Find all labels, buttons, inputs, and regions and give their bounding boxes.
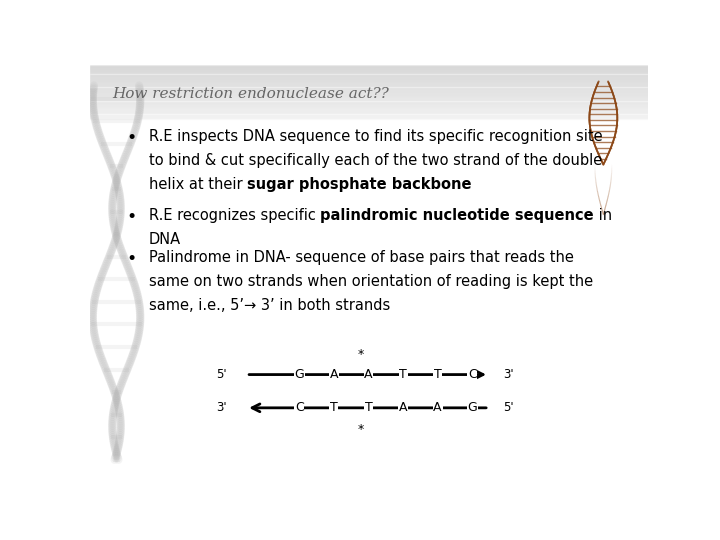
- Text: R.E inspects DNA sequence to find its specific recognition site: R.E inspects DNA sequence to find its sp…: [148, 129, 602, 144]
- Bar: [90, 66, 648, 67]
- Bar: [90, 95, 648, 96]
- Bar: [90, 107, 648, 108]
- Bar: [90, 111, 648, 112]
- Bar: [90, 106, 648, 107]
- Text: Palindrome in DNA- sequence of base pairs that reads the: Palindrome in DNA- sequence of base pair…: [148, 250, 573, 265]
- Bar: [90, 86, 648, 87]
- Bar: [90, 87, 648, 89]
- Bar: [90, 91, 648, 92]
- Bar: [90, 96, 648, 97]
- Bar: [90, 81, 648, 82]
- Bar: [90, 80, 648, 81]
- Bar: [90, 117, 648, 118]
- Text: DNA: DNA: [148, 232, 181, 247]
- Bar: [90, 92, 648, 93]
- Bar: [90, 78, 648, 79]
- Text: sugar phosphate backbone: sugar phosphate backbone: [247, 178, 472, 192]
- Text: A: A: [433, 401, 442, 414]
- Text: How restriction endonuclease act??: How restriction endonuclease act??: [112, 87, 389, 101]
- Text: •: •: [126, 250, 137, 268]
- Bar: [90, 83, 648, 84]
- Bar: [90, 68, 648, 69]
- Bar: [90, 79, 648, 80]
- Text: C: C: [468, 368, 477, 381]
- Text: to bind & cut specifically each of the two strand of the double: to bind & cut specifically each of the t…: [148, 153, 602, 168]
- Bar: [90, 102, 648, 103]
- Bar: [90, 70, 648, 71]
- Text: 5': 5': [503, 401, 513, 414]
- Text: G: G: [467, 401, 477, 414]
- Text: 3': 3': [216, 401, 227, 414]
- Bar: [90, 85, 648, 86]
- Bar: [90, 84, 648, 85]
- Text: 5': 5': [216, 368, 227, 381]
- Text: in: in: [594, 208, 612, 223]
- Bar: [90, 65, 648, 66]
- Bar: [90, 73, 648, 75]
- Bar: [90, 89, 648, 90]
- Bar: [90, 72, 648, 73]
- Bar: [90, 100, 648, 102]
- Text: same on two strands when orientation of reading is kept the: same on two strands when orientation of …: [148, 274, 593, 289]
- Bar: [90, 76, 648, 77]
- Bar: [90, 69, 648, 70]
- Text: *: *: [358, 423, 364, 436]
- Text: •: •: [126, 208, 137, 226]
- Bar: [90, 97, 648, 98]
- Bar: [90, 93, 648, 94]
- Bar: [90, 67, 648, 68]
- Text: G: G: [294, 368, 304, 381]
- Bar: [90, 116, 648, 117]
- Bar: [90, 113, 648, 114]
- Bar: [90, 99, 648, 100]
- Text: A: A: [399, 401, 408, 414]
- Bar: [90, 108, 648, 109]
- Bar: [90, 94, 648, 95]
- Text: T: T: [433, 368, 441, 381]
- Bar: [90, 71, 648, 72]
- Bar: [90, 110, 648, 111]
- Bar: [90, 98, 648, 99]
- Text: *: *: [358, 348, 364, 361]
- Bar: [90, 112, 648, 113]
- Text: T: T: [364, 401, 372, 414]
- Text: R.E recognizes specific: R.E recognizes specific: [148, 208, 320, 223]
- Text: C: C: [295, 401, 304, 414]
- Text: helix at their: helix at their: [148, 178, 247, 192]
- Bar: [90, 114, 648, 116]
- Bar: [90, 82, 648, 83]
- Text: 3': 3': [503, 368, 513, 381]
- Text: •: •: [126, 129, 137, 147]
- Text: T: T: [399, 368, 407, 381]
- Text: T: T: [330, 401, 338, 414]
- Bar: [90, 90, 648, 91]
- Text: A: A: [330, 368, 338, 381]
- Bar: [90, 105, 648, 106]
- Bar: [90, 77, 648, 78]
- Bar: [90, 118, 648, 119]
- Text: A: A: [364, 368, 373, 381]
- Bar: [90, 75, 648, 76]
- Text: same, i.e., 5’→ 3’ in both strands: same, i.e., 5’→ 3’ in both strands: [148, 298, 390, 313]
- Text: palindromic nucleotide sequence: palindromic nucleotide sequence: [320, 208, 594, 223]
- Bar: [90, 103, 648, 104]
- Bar: [90, 104, 648, 105]
- Bar: [90, 109, 648, 110]
